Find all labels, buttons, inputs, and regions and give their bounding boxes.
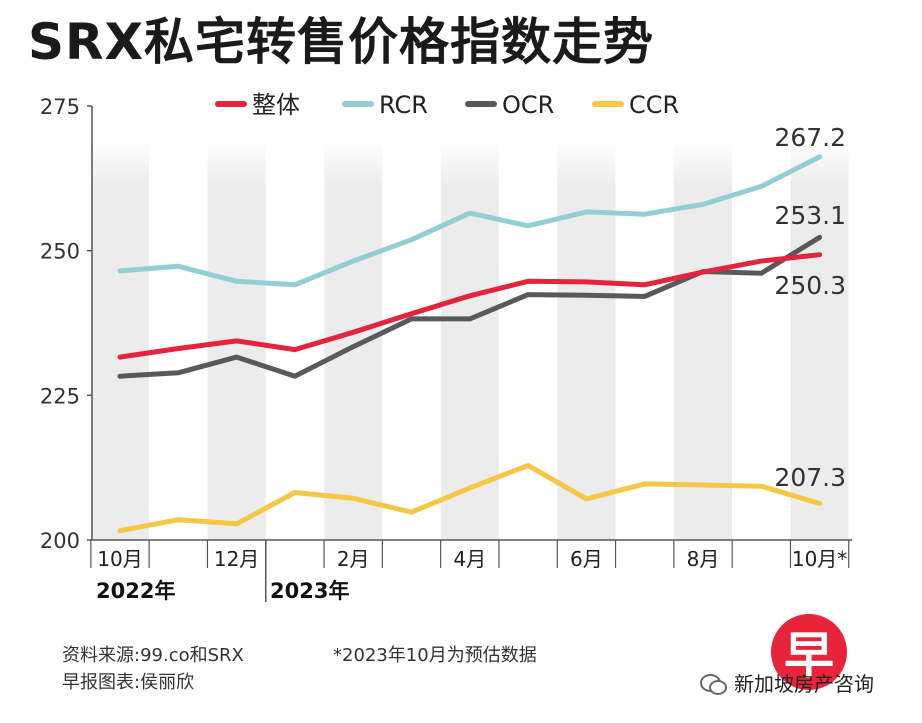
- wechat-watermark: 新加坡房产咨询: [700, 668, 874, 697]
- series-line-CCR: [117, 462, 823, 534]
- series-line-整体: [117, 252, 823, 360]
- year-label-2022: 2022年: [96, 579, 175, 603]
- legend-label: OCR: [502, 91, 554, 119]
- grid-band: [91, 140, 149, 540]
- end-labels: 267.2 253.1 250.3 207.3: [774, 123, 846, 492]
- legend-label: CCR: [629, 91, 679, 119]
- x-tick-label: 6月: [570, 547, 603, 571]
- grid-band: [557, 140, 616, 540]
- legend: 整体 RCR OCR CCR: [215, 91, 679, 119]
- series-line-RCR: [117, 154, 823, 288]
- legend-label: 整体: [252, 91, 300, 119]
- series-lines: [117, 154, 823, 534]
- x-tick-label: 10月*: [792, 547, 847, 571]
- wechat-icon: [700, 672, 727, 695]
- end-label-整体: 250.3: [774, 271, 846, 300]
- x-tick-label: 2月: [337, 547, 370, 571]
- credit-note: 早报图表:侯丽欣: [62, 672, 195, 693]
- grid-band: [440, 140, 499, 540]
- zaobao-logo: 早: [771, 614, 847, 690]
- axes: 275 250 225 200 10月 12月 2月 4月 6月 8月 10月* 2022年 2023年: [40, 95, 852, 603]
- x-tick-label: 4月: [453, 547, 486, 571]
- legend-label: RCR: [379, 91, 428, 119]
- end-label-RCR: 267.2: [774, 123, 846, 152]
- chart-title: SRX私宅转售价格指数走势: [28, 13, 655, 71]
- year-label-2023: 2023年: [270, 579, 349, 603]
- grid-band: [790, 140, 849, 540]
- watermark-text: 新加坡房产咨询: [734, 672, 874, 696]
- y-tick-label: 200: [40, 529, 80, 553]
- y-tick-label: 225: [40, 384, 80, 408]
- x-tick-label: 12月: [214, 547, 259, 571]
- end-label-OCR: 253.1: [774, 201, 846, 230]
- estimate-note: *2023年10月为预估数据: [333, 645, 537, 666]
- y-tick-label: 250: [40, 240, 80, 264]
- background-bands: [91, 140, 849, 540]
- x-tick-label: 10月: [97, 547, 142, 571]
- y-tick-label: 275: [40, 95, 80, 119]
- x-tick-label: 8月: [687, 547, 720, 571]
- source-note: 资料来源:99.co和SRX: [62, 645, 244, 666]
- end-label-CCR: 207.3: [774, 463, 846, 492]
- logo-text: 早: [784, 627, 834, 685]
